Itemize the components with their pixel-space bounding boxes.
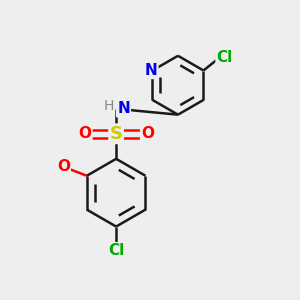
Text: Cl: Cl xyxy=(108,243,124,258)
Text: O: O xyxy=(57,159,70,174)
Text: N: N xyxy=(117,101,130,116)
Text: S: S xyxy=(110,125,123,143)
Text: O: O xyxy=(141,126,154,141)
Text: H: H xyxy=(103,99,114,113)
Text: Cl: Cl xyxy=(217,50,233,65)
Text: N: N xyxy=(145,63,158,78)
Text: O: O xyxy=(78,126,91,141)
